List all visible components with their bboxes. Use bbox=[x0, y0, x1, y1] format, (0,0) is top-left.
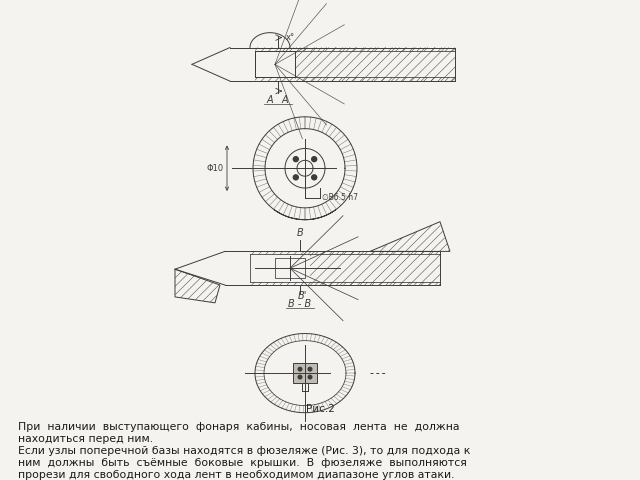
Circle shape bbox=[312, 156, 317, 162]
Circle shape bbox=[312, 175, 317, 180]
Circle shape bbox=[293, 156, 298, 162]
Text: B - B: B - B bbox=[289, 299, 312, 309]
Circle shape bbox=[293, 175, 298, 180]
Circle shape bbox=[308, 367, 312, 371]
Text: При  наличии  выступающего  фонаря  кабины,  носовая  лента  не  должна: При наличии выступающего фонаря кабины, … bbox=[18, 421, 460, 432]
Text: B: B bbox=[296, 228, 303, 238]
Bar bbox=[293, 363, 317, 383]
Text: x°: x° bbox=[286, 33, 295, 42]
Circle shape bbox=[298, 367, 302, 371]
Text: Φ10: Φ10 bbox=[207, 164, 224, 173]
Circle shape bbox=[298, 375, 302, 379]
Text: ним  должны  быть  съёмные  боковые  крышки.  В  фюзеляже  выполняются: ним должны быть съёмные боковые крышки. … bbox=[18, 458, 467, 468]
Text: ∅B6.5 h7: ∅B6.5 h7 bbox=[322, 193, 358, 203]
Circle shape bbox=[308, 375, 312, 379]
Text: Если узлы поперечной базы находятся в фюзеляже (Рис. 3), то для подхода к: Если узлы поперечной базы находятся в фю… bbox=[18, 446, 470, 456]
Bar bbox=[275, 258, 305, 278]
Text: Рис.2: Рис.2 bbox=[305, 404, 335, 414]
Text: A   A: A A bbox=[267, 95, 289, 105]
Text: прорези для свободного хода лент в необходимом диапазоне углов атаки.: прорези для свободного хода лент в необх… bbox=[18, 470, 454, 480]
Text: находиться перед ним.: находиться перед ним. bbox=[18, 434, 153, 444]
Text: B': B' bbox=[298, 291, 307, 301]
